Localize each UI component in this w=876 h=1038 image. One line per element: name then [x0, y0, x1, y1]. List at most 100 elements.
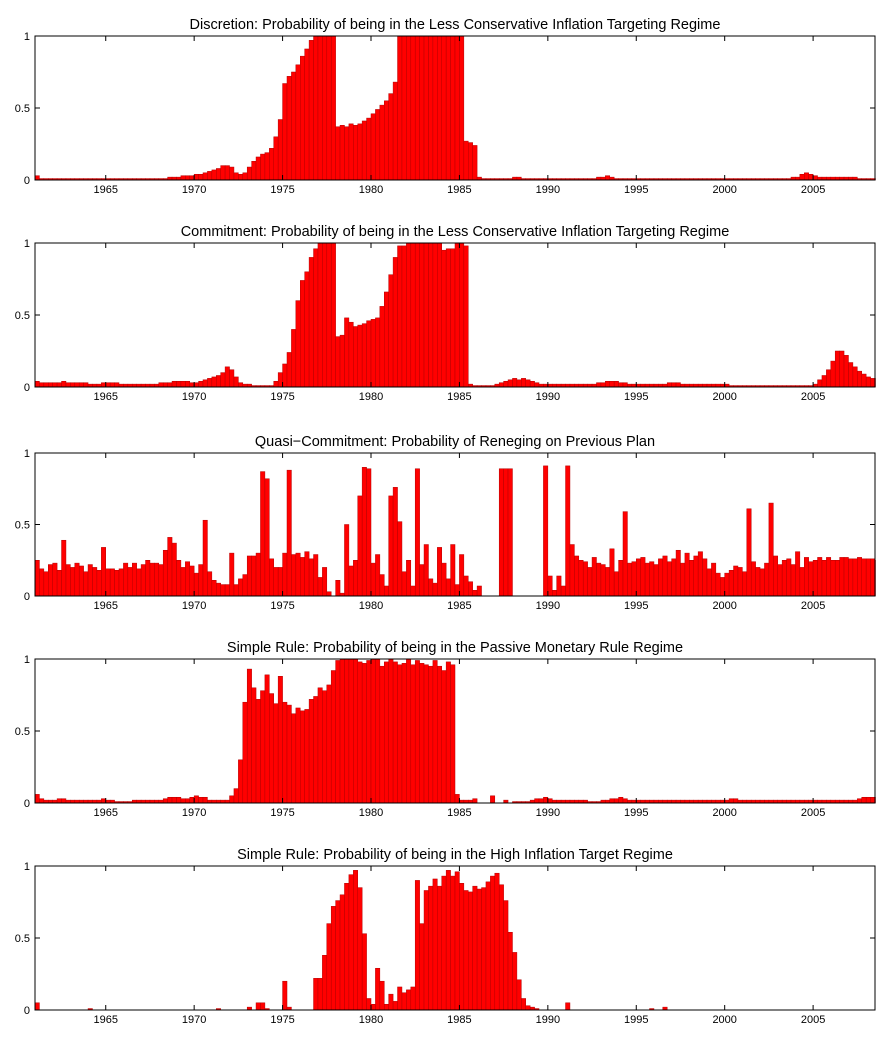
x-tick-label: 1970: [182, 600, 206, 612]
bar: [167, 537, 173, 597]
bar: [662, 555, 668, 597]
bar: [105, 568, 111, 597]
bar: [361, 663, 367, 804]
bar: [361, 120, 367, 181]
bar: [198, 380, 204, 388]
bar: [521, 378, 526, 388]
bar: [503, 900, 509, 1011]
bar: [242, 574, 248, 597]
bar: [313, 35, 319, 181]
x-tick-label: 1990: [536, 391, 560, 403]
bar: [720, 577, 725, 597]
bar: [277, 119, 283, 181]
bar: [291, 71, 297, 181]
bar: [804, 557, 809, 597]
bar: [392, 487, 398, 597]
bar: [87, 564, 93, 597]
bar: [149, 562, 155, 597]
bar: [326, 923, 332, 1011]
bar: [450, 248, 456, 388]
bar-series: [34, 242, 876, 388]
bar: [432, 660, 438, 804]
bar: [114, 570, 120, 597]
bar: [375, 109, 381, 181]
bar: [565, 1002, 571, 1011]
bar: [618, 796, 624, 804]
bar: [521, 998, 526, 1011]
bar: [441, 249, 447, 388]
bar: [724, 572, 730, 597]
bar: [313, 696, 319, 804]
bar: [613, 798, 619, 804]
bar: [375, 554, 381, 597]
bar: [308, 699, 314, 804]
bar: [43, 571, 49, 597]
bar: [220, 165, 226, 181]
bar: [618, 382, 624, 388]
bar: [379, 104, 385, 181]
bar: [605, 380, 610, 388]
bar: [560, 585, 566, 597]
bar: [428, 665, 434, 804]
bar: [865, 376, 871, 388]
bar: [764, 562, 770, 597]
bar: [658, 558, 664, 597]
bar: [211, 580, 217, 597]
bar: [384, 661, 389, 804]
x-tick-label: 1980: [359, 391, 383, 403]
y-tick-label: 0: [24, 591, 30, 603]
x-tick-label: 1995: [624, 600, 648, 612]
bar: [388, 993, 394, 1011]
bar: [414, 242, 420, 388]
bar: [547, 798, 553, 804]
bar: [750, 561, 756, 597]
bar: [96, 570, 102, 597]
bar: [437, 35, 442, 181]
bar: [494, 872, 500, 1011]
bar: [432, 242, 438, 388]
y-tick-label: 0: [24, 1005, 30, 1017]
bar: [269, 693, 274, 804]
x-tick-label: 1970: [182, 184, 206, 196]
bar: [578, 560, 584, 597]
x-tick-label: 1975: [270, 184, 294, 196]
bar: [295, 552, 301, 597]
x-tick-label: 1985: [447, 391, 471, 403]
bar: [450, 35, 456, 181]
bar: [534, 382, 540, 388]
bar: [176, 796, 182, 804]
bar: [384, 1003, 389, 1011]
bar: [193, 382, 199, 388]
bar: [768, 502, 774, 597]
x-tick-label: 1980: [359, 600, 383, 612]
bar: [246, 668, 252, 804]
y-tick-label: 1: [24, 238, 30, 250]
bar: [216, 168, 221, 181]
bar: [264, 478, 270, 597]
bar: [490, 795, 496, 804]
bar: [490, 875, 496, 1011]
bar: [848, 362, 854, 388]
bar: [423, 664, 429, 804]
bar: [189, 565, 195, 597]
bar: [804, 172, 809, 181]
bar: [348, 658, 354, 804]
bar: [317, 978, 323, 1011]
bar: [419, 923, 425, 1011]
bar: [613, 380, 619, 388]
y-tick-label: 0: [24, 798, 30, 810]
bar: [587, 567, 593, 597]
bar: [300, 710, 305, 804]
bar: [211, 169, 217, 181]
bar: [715, 572, 721, 597]
x-tick-label: 1965: [93, 1014, 117, 1026]
bar: [379, 306, 385, 388]
bar: [552, 590, 557, 597]
x-tick-label: 1985: [447, 184, 471, 196]
bar: [472, 798, 478, 804]
bar: [291, 329, 297, 388]
bar: [445, 35, 451, 181]
x-tick-label: 1970: [182, 391, 206, 403]
y-tick-label: 0.5: [15, 933, 30, 945]
bar: [264, 674, 270, 804]
